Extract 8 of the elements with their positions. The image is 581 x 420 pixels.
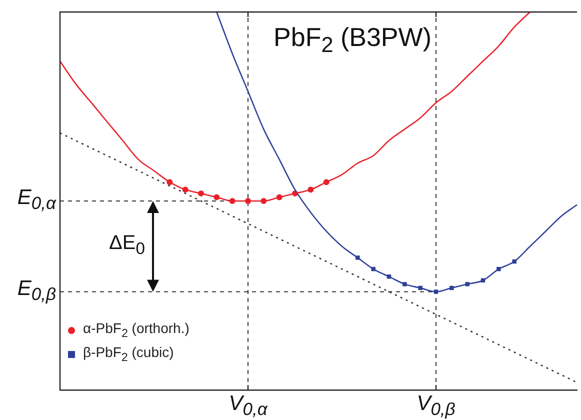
ref-line-label: E$_{0,β}$ bbox=[17, 276, 56, 305]
annotation: ΔE$_{0}$ bbox=[109, 232, 145, 260]
x-tick-label: V$_{0,α}$ bbox=[228, 392, 269, 420]
legend-label: α-PbF$_{2}$ (orthorh.) bbox=[83, 320, 190, 340]
text: PbF$_{2}$ (B3PW) bbox=[272, 22, 432, 58]
legend-label: β-PbF$_{2}$ (cubic) bbox=[83, 344, 174, 364]
ref-line-label: E$_{0,α}$ bbox=[17, 186, 56, 214]
x-tick-label: V$_{0,β}$ bbox=[416, 392, 456, 420]
